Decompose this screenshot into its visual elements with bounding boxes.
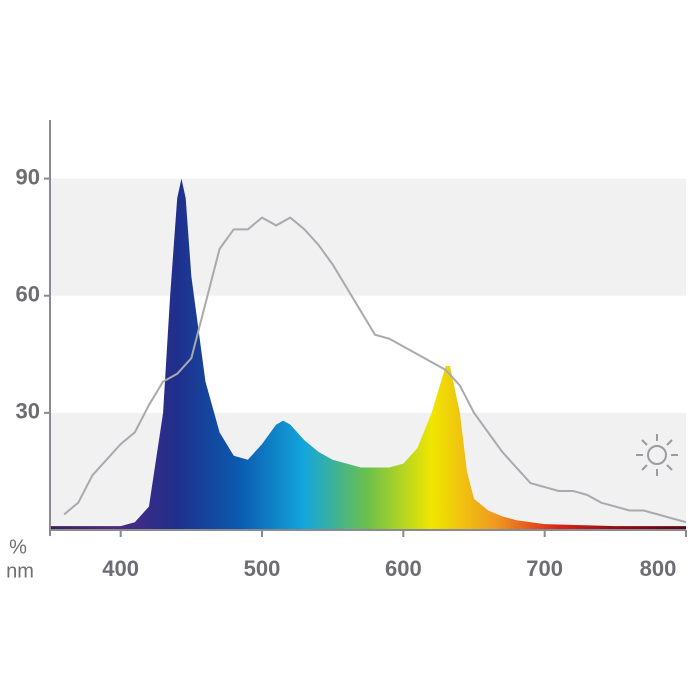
x-unit-label: nm xyxy=(6,560,34,582)
y-tick-label: 90 xyxy=(16,164,40,189)
x-tick-label: 400 xyxy=(102,556,139,581)
x-tick-label: 800 xyxy=(640,556,677,581)
daylight-line xyxy=(63,216,687,524)
y-tick-label: 30 xyxy=(16,399,40,424)
y-unit-label: % xyxy=(9,536,27,558)
x-tick-label: 500 xyxy=(244,556,281,581)
x-tick-label: 600 xyxy=(385,556,422,581)
sun-icon xyxy=(636,434,678,476)
x-tick-label: 700 xyxy=(526,556,563,581)
y-tick-label: 60 xyxy=(16,282,40,307)
spectrum-area xyxy=(50,178,686,531)
grid-band xyxy=(50,178,686,296)
